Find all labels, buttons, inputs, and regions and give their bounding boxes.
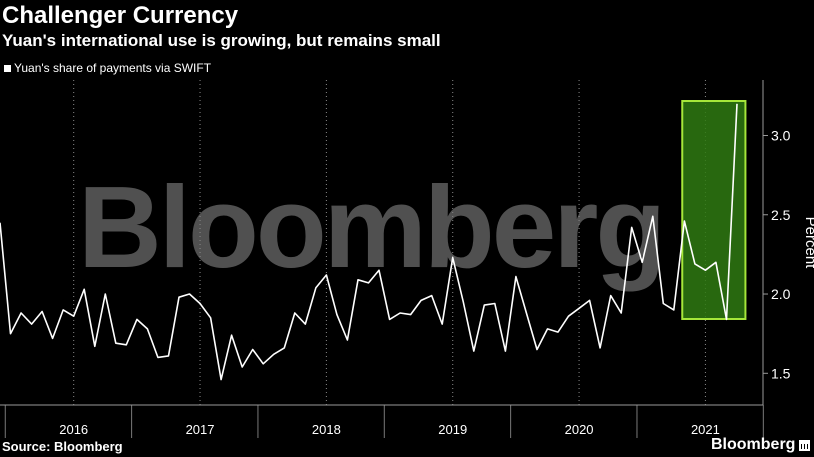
legend-label: Yuan's share of payments via SWIFT: [14, 61, 212, 75]
y-tick-label: 2.5: [771, 207, 791, 223]
y-tick-label: 1.5: [771, 365, 791, 381]
chart-subtitle: Yuan's international use is growing, but…: [2, 31, 441, 50]
y-axis-label: Percent: [802, 217, 814, 270]
source-note: Source: Bloomberg: [2, 439, 123, 454]
watermark: Bloomberg: [78, 162, 666, 292]
y-tick-label: 3.0: [771, 127, 791, 143]
brand-name: Bloomberg: [711, 436, 796, 453]
legend: Yuan's share of payments via SWIFT: [4, 61, 211, 75]
x-tick-label: 2018: [312, 422, 341, 437]
chart-title: Challenger Currency: [2, 2, 239, 29]
series-line: [0, 103, 738, 381]
x-tick-label: 2020: [565, 422, 594, 437]
x-tick-label: 2019: [438, 422, 467, 437]
bar-chart-icon: [799, 439, 811, 451]
x-tick-label: 2016: [59, 422, 88, 437]
x-tick-label: 2017: [186, 422, 215, 437]
x-tick-label: 2021: [691, 422, 720, 437]
legend-swatch: [4, 64, 11, 72]
brand-logo: Bloomberg: [711, 436, 811, 454]
y-tick-label: 2.0: [771, 286, 791, 302]
